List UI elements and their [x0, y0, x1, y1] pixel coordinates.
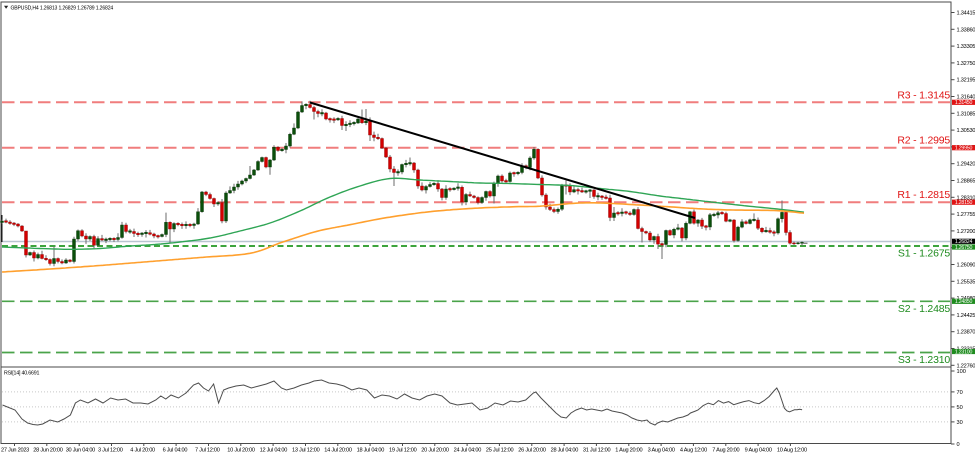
svg-text:3 Aug 04:00: 3 Aug 04:00	[648, 448, 675, 454]
svg-text:S1 - 1.2675: S1 - 1.2675	[898, 248, 950, 260]
svg-text:1.34415: 1.34415	[957, 11, 975, 17]
svg-text:1.25535: 1.25535	[957, 279, 975, 285]
svg-text:100: 100	[957, 369, 966, 375]
svg-text:30: 30	[957, 420, 963, 426]
svg-text:R2 - 1.2995: R2 - 1.2995	[897, 135, 950, 147]
svg-text:S2 - 1.2485: S2 - 1.2485	[898, 303, 950, 315]
svg-text:4 Jul 20:00: 4 Jul 20:00	[130, 448, 155, 454]
svg-text:1.27755: 1.27755	[957, 212, 975, 218]
svg-text:1.30530: 1.30530	[957, 128, 975, 134]
svg-text:1.33860: 1.33860	[957, 27, 975, 33]
svg-text:9 Aug 04:00: 9 Aug 04:00	[745, 448, 772, 454]
svg-text:1.26750: 1.26750	[955, 245, 973, 251]
svg-text:3 Jul 12:00: 3 Jul 12:00	[98, 448, 123, 454]
svg-text:12 Jul 04:00: 12 Jul 04:00	[260, 448, 288, 454]
svg-text:1.28150: 1.28150	[955, 200, 973, 206]
svg-text:50: 50	[957, 405, 963, 411]
svg-text:4 Aug 12:00: 4 Aug 12:00	[680, 448, 707, 454]
svg-text:14 Jul 20:00: 14 Jul 20:00	[324, 448, 352, 454]
svg-text:70: 70	[957, 390, 963, 396]
svg-text:19 Jul 12:00: 19 Jul 12:00	[389, 448, 417, 454]
svg-text:1 Aug 20:00: 1 Aug 20:00	[615, 448, 642, 454]
svg-text:1.23100: 1.23100	[955, 349, 973, 355]
svg-text:1.32195: 1.32195	[957, 78, 975, 84]
svg-text:1.23870: 1.23870	[957, 330, 975, 336]
svg-text:1.29420: 1.29420	[957, 162, 975, 168]
svg-text:10 Jul 20:00: 10 Jul 20:00	[227, 448, 255, 454]
svg-text:0: 0	[957, 442, 960, 448]
svg-text:13 Jul 12:00: 13 Jul 12:00	[292, 448, 320, 454]
svg-text:27 Jun 2023: 27 Jun 2023	[1, 448, 29, 454]
svg-text:1.31450: 1.31450	[955, 100, 973, 106]
svg-text:1.28865: 1.28865	[957, 179, 975, 185]
svg-text:1.33305: 1.33305	[957, 44, 975, 50]
svg-text:1.31085: 1.31085	[957, 111, 975, 117]
svg-text:1.24850: 1.24850	[955, 299, 973, 305]
svg-text:30 Jun 04:00: 30 Jun 04:00	[66, 448, 95, 454]
svg-text:28 Jul 04:00: 28 Jul 04:00	[551, 448, 579, 454]
svg-text:GBPUSD,H4 1.26813 1.26829 1.2: GBPUSD,H4 1.26813 1.26829 1.26789 1.2682…	[11, 5, 114, 11]
svg-text:10 Aug 12:00: 10 Aug 12:00	[777, 448, 807, 454]
svg-text:18 Jul 04:00: 18 Jul 04:00	[357, 448, 385, 454]
svg-text:6 Jul 04:00: 6 Jul 04:00	[163, 448, 188, 454]
svg-text:R3 - 1.3145: R3 - 1.3145	[897, 89, 950, 101]
svg-text:R1 - 1.2815: R1 - 1.2815	[897, 189, 950, 201]
svg-text:S3 - 1.2310: S3 - 1.2310	[898, 354, 950, 366]
svg-text:1.27200: 1.27200	[957, 229, 975, 235]
svg-text:28 Jun 20:00: 28 Jun 20:00	[33, 448, 62, 454]
svg-text:24 Jul 04:00: 24 Jul 04:00	[454, 448, 482, 454]
svg-text:RSI[14] 40.6691: RSI[14] 40.6691	[4, 371, 40, 377]
svg-text:20 Jul 20:00: 20 Jul 20:00	[421, 448, 449, 454]
svg-text:25 Jul 12:00: 25 Jul 12:00	[486, 448, 514, 454]
svg-text:26 Jul 20:00: 26 Jul 20:00	[518, 448, 546, 454]
svg-text:1.24425: 1.24425	[957, 313, 975, 319]
svg-text:1.29950: 1.29950	[955, 146, 973, 152]
svg-text:7 Aug 20:00: 7 Aug 20:00	[712, 448, 739, 454]
svg-text:31 Jul 12:00: 31 Jul 12:00	[583, 448, 611, 454]
svg-text:7 Jul 12:00: 7 Jul 12:00	[195, 448, 220, 454]
svg-text:1.26090: 1.26090	[957, 263, 975, 269]
svg-text:1.32750: 1.32750	[957, 61, 975, 67]
